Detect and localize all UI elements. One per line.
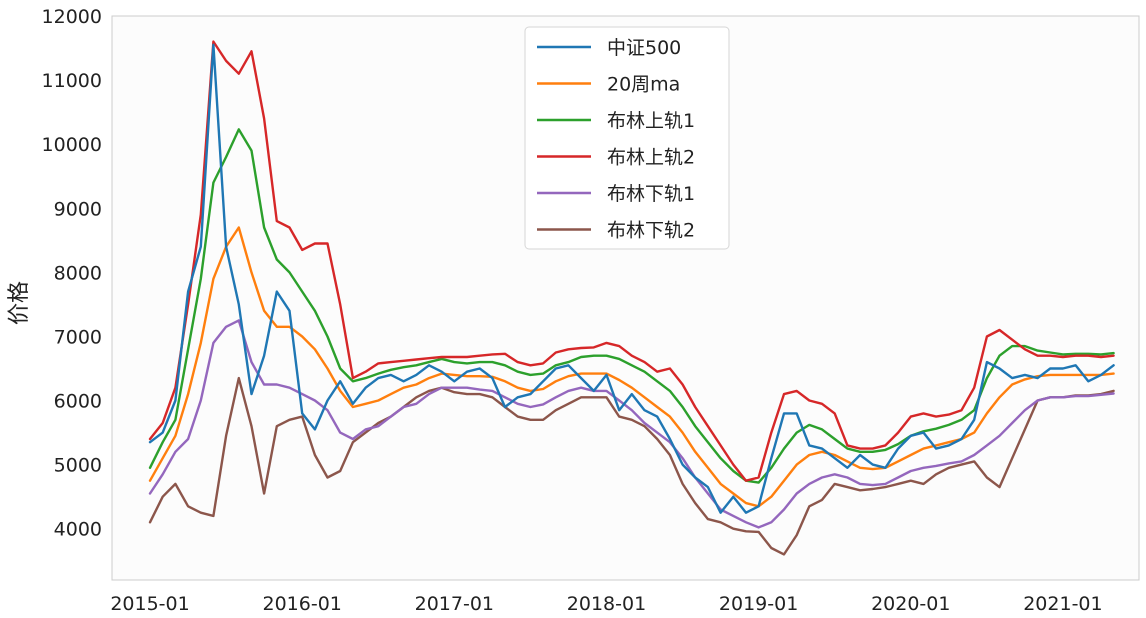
plot-frame <box>111 15 1140 581</box>
legend-label: 布林下轨1 <box>607 183 695 205</box>
legend-label: 布林上轨1 <box>607 110 695 132</box>
x-tick-label: 2021-01 <box>1023 593 1102 615</box>
y-tick-label: 10000 <box>42 134 102 156</box>
series-line-0 <box>148 43 1115 514</box>
y-axis-label: 价格 <box>7 281 32 325</box>
series-line-4 <box>148 319 1115 529</box>
y-tick-label: 12000 <box>42 6 102 28</box>
legend-box <box>524 26 730 250</box>
y-tick-label: 9000 <box>54 198 102 220</box>
legend-label: 布林下轨2 <box>607 220 695 242</box>
series-layer <box>148 40 1115 556</box>
y-tick-label: 6000 <box>54 391 102 413</box>
y-tick-label: 8000 <box>54 262 102 284</box>
y-tick-label: 7000 <box>54 326 102 348</box>
x-tick-label: 2019-01 <box>719 593 798 615</box>
x-tick-label: 2015-01 <box>110 593 189 615</box>
y-tick-label: 11000 <box>42 70 102 92</box>
y-tick-label: 4000 <box>54 519 102 541</box>
series-line-3 <box>148 40 1115 482</box>
legend-label: 20周ma <box>607 74 680 96</box>
x-axis: 2015-01 2016-01 2017-01 2018-01 2019-01 2020-… <box>110 593 1102 615</box>
series-line-5 <box>148 376 1115 556</box>
series-line-1 <box>148 226 1115 508</box>
series-line-2 <box>148 128 1115 484</box>
legend-label: 布林上轨2 <box>607 147 695 169</box>
y-tick-label: 5000 <box>54 455 102 477</box>
x-tick-label: 2016-01 <box>262 593 341 615</box>
legend: 中证500 20周ma 布林上轨1 布林上轨2 布林下轨1 布林下轨2 <box>524 26 730 250</box>
x-tick-label: 2017-01 <box>415 593 494 615</box>
x-tick-label: 2018-01 <box>567 593 646 615</box>
y-axis: 4000 5000 6000 7000 8000 9000 10000 11000 12000 <box>42 6 102 541</box>
x-tick-label: 2020-01 <box>871 593 950 615</box>
legend-label: 中证500 <box>607 37 681 59</box>
